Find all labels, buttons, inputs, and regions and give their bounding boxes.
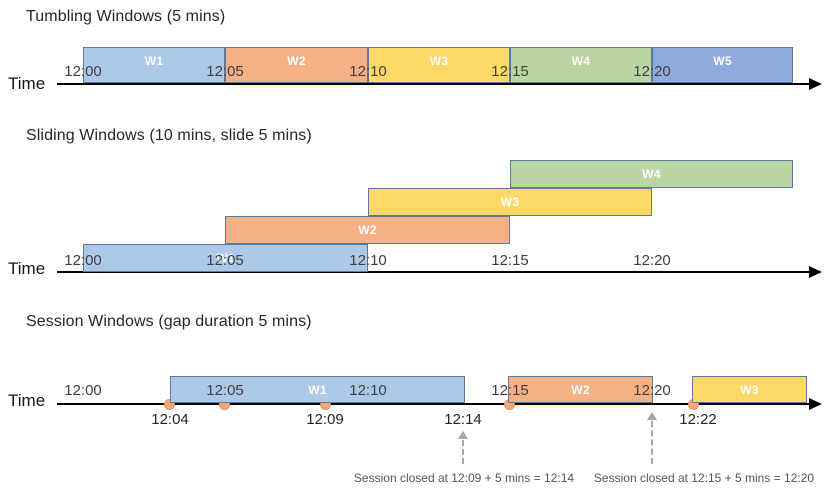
tumbling-title: Tumbling Windows (5 mins) [26,8,226,25]
sliding-window-w4: W4 [510,160,793,188]
window-label: W5 [713,53,732,68]
session-close-annotation-2: Session closed at 12:15 + 5 mins = 12:20 [593,471,815,485]
sliding-tick-1210: 12:10 [349,252,387,269]
window-label: W3 [429,53,449,68]
event-label-1204: 12:04 [151,411,189,428]
session-time-axis [57,403,812,405]
tumbling-tick-1215: 12:15 [491,63,529,80]
window-label: W1 [216,251,235,265]
tumbling-tick-1210: 12:10 [349,63,387,80]
event-dot-1204 [164,399,175,410]
window-label: W4 [642,167,661,181]
tumbling-tick-1205: 12:05 [206,63,244,80]
tumbling-tick-1220: 12:20 [633,63,671,80]
session-window-w2: W2 [508,376,653,403]
sliding-tick-1200: 12:00 [64,252,102,269]
event-label-1214: 12:14 [444,411,482,428]
sliding-window-w1: W1 [83,244,368,272]
session-axis-arrowhead-icon [809,398,822,410]
tumbling-time-label: Time [8,74,46,93]
tumbling-window-w1: W1 [83,47,225,83]
session-close-annotation-1: Session closed at 12:09 + 5 mins = 12:14 [353,471,575,485]
session-title: Session Windows (gap duration 5 mins) [26,313,312,330]
tumbling-time-axis [57,83,812,85]
session-close-arrow-tip-icon [458,431,468,439]
tumbling-window-w4: W4 [510,47,652,83]
sliding-window-w2: W2 [225,216,510,244]
session-window-w1: W1 [170,376,465,403]
sliding-window-w3: W3 [368,188,652,216]
session-tick-1205: 12:05 [206,382,244,399]
session-close-arrow-tip-icon [647,412,657,420]
tumbling-window-w3: W3 [368,47,510,83]
sliding-time-axis [57,271,812,273]
session-time-label: Time [8,391,46,410]
session-tick-1220: 12:20 [633,382,671,399]
window-label: W1 [144,53,164,68]
event-label-1222: 12:22 [679,411,717,428]
sliding-tick-1215: 12:15 [491,252,529,269]
sliding-title: Sliding Windows (10 mins, slide 5 mins) [26,127,312,144]
window-label: W1 [308,382,327,397]
tumbling-window-w5: W5 [652,47,793,83]
session-tick-1200: 12:00 [64,382,102,399]
sliding-tick-1205: 12:05 [206,252,244,269]
sliding-axis-arrowhead-icon [809,266,822,278]
tumbling-tick-1200: 12:00 [64,63,102,80]
session-tick-1215: 12:15 [491,382,529,399]
window-label: W2 [571,382,590,397]
tumbling-window-w2: W2 [225,47,368,83]
session-close-arrow-line [462,440,464,464]
session-close-arrow-line [651,421,653,464]
sliding-time-label: Time [8,259,46,278]
window-label: W3 [740,382,759,397]
window-label: W3 [500,195,520,209]
session-tick-1210: 12:10 [349,382,387,399]
window-label: W2 [287,53,306,68]
event-label-1209: 12:09 [306,411,344,428]
tumbling-axis-arrowhead-icon [809,78,822,90]
window-label: W4 [571,53,591,68]
window-label: W2 [358,223,377,237]
session-window-w3: W3 [692,376,807,403]
sliding-tick-1220: 12:20 [633,252,671,269]
